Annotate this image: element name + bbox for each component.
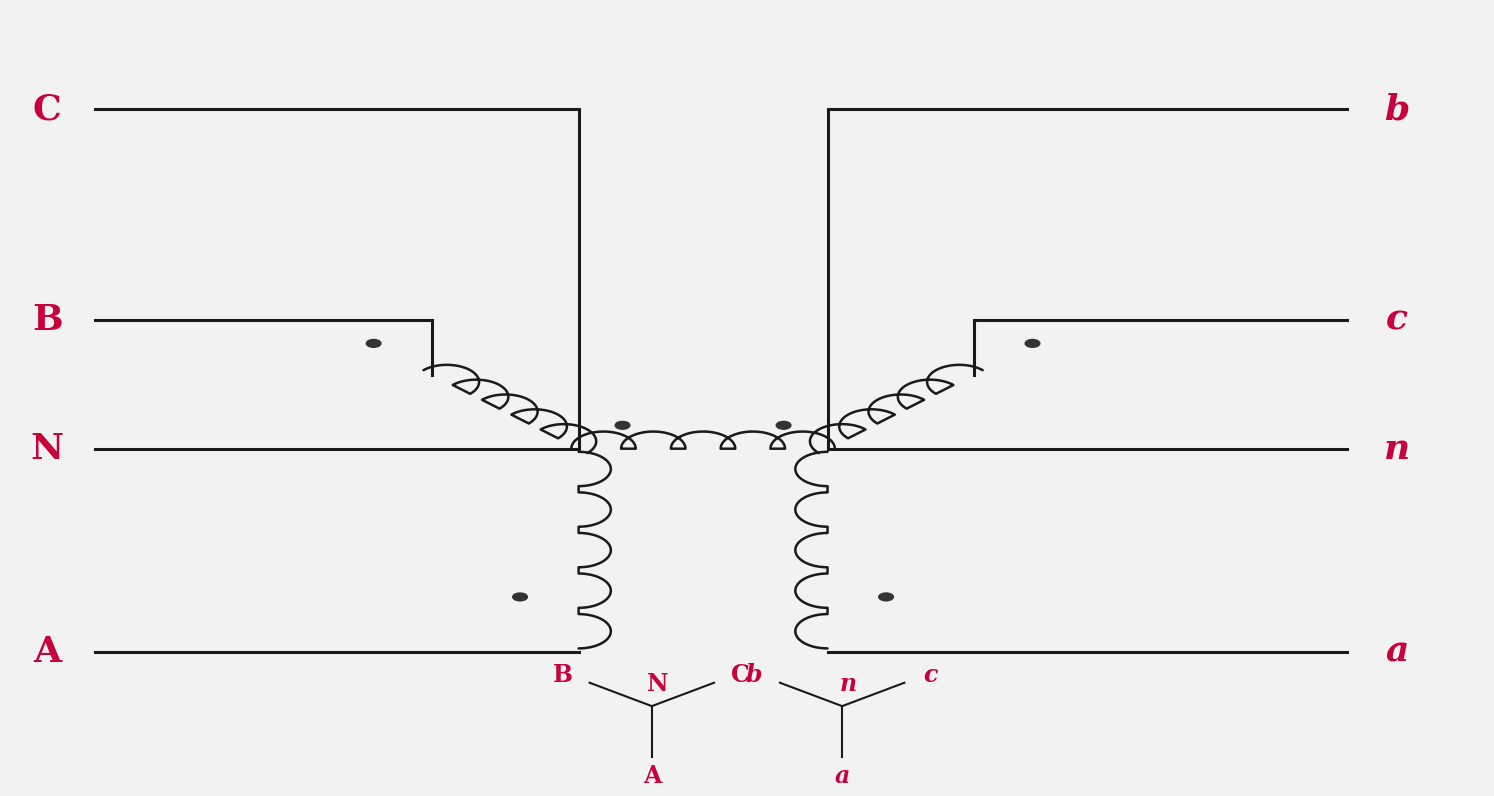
Circle shape — [512, 593, 527, 601]
Circle shape — [1025, 339, 1040, 347]
Circle shape — [366, 339, 381, 347]
Circle shape — [777, 421, 790, 429]
Text: A: A — [642, 764, 660, 788]
Text: N: N — [647, 672, 668, 696]
Text: B: B — [31, 303, 63, 337]
Text: a: a — [1385, 634, 1409, 669]
Text: b: b — [1385, 92, 1410, 127]
Text: B: B — [553, 663, 574, 687]
Text: n: n — [840, 672, 856, 696]
Text: n: n — [1383, 431, 1410, 466]
Text: C: C — [33, 92, 61, 127]
Text: C: C — [731, 663, 750, 687]
Text: b: b — [746, 663, 762, 687]
Text: A: A — [33, 634, 61, 669]
Circle shape — [616, 421, 630, 429]
Text: c: c — [1386, 303, 1407, 337]
Text: N: N — [30, 431, 64, 466]
Text: a: a — [835, 764, 850, 788]
Text: c: c — [923, 663, 938, 687]
Circle shape — [878, 593, 893, 601]
